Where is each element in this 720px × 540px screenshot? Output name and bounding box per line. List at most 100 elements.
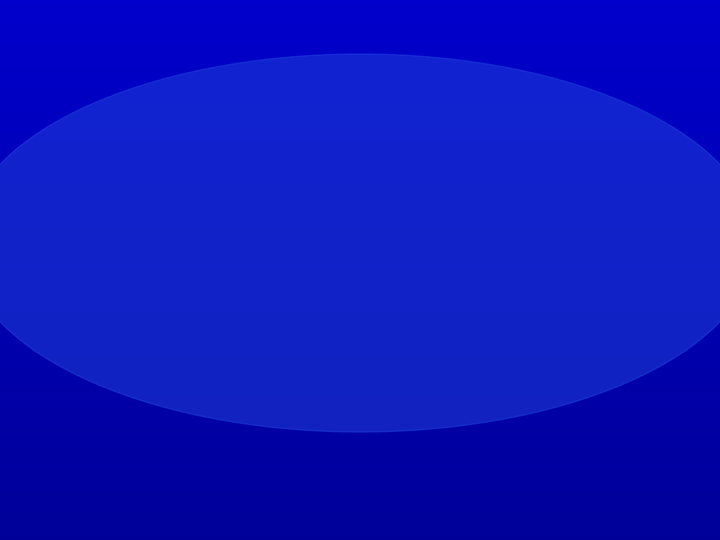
- Bar: [0, 478, 720, 481]
- Bar: [0, 173, 720, 176]
- Bar: [0, 429, 720, 432]
- Bar: [0, 51, 720, 54]
- Bar: [0, 70, 720, 73]
- Text: deci: deci: [423, 383, 468, 402]
- Bar: [0, 464, 720, 467]
- Bar: [0, 146, 720, 148]
- Bar: [0, 22, 720, 24]
- Bar: [0, 97, 720, 100]
- Bar: [0, 446, 720, 448]
- Bar: [0, 8, 720, 11]
- Bar: [0, 11, 720, 14]
- Bar: [0, 481, 720, 483]
- Bar: [0, 235, 720, 238]
- Bar: [0, 332, 720, 335]
- Bar: [0, 319, 720, 321]
- Text: – kilo: – kilo: [154, 225, 235, 253]
- Bar: [0, 40, 720, 43]
- Bar: [0, 489, 720, 491]
- Bar: [0, 62, 720, 65]
- Bar: [0, 343, 720, 346]
- Bar: [0, 211, 720, 213]
- Bar: [0, 205, 720, 208]
- Bar: [0, 35, 720, 38]
- Text: deca: deca: [266, 383, 318, 402]
- Bar: [0, 27, 720, 30]
- Bar: [0, 324, 720, 327]
- Bar: [0, 16, 720, 19]
- Bar: [0, 454, 720, 456]
- Text: gram: gram: [341, 401, 397, 420]
- Bar: [0, 14, 720, 16]
- Bar: [0, 135, 720, 138]
- Bar: [0, 243, 720, 246]
- Bar: [0, 262, 720, 265]
- Bar: [0, 486, 720, 489]
- Bar: [0, 516, 720, 518]
- Bar: [0, 248, 720, 251]
- Bar: [0, 470, 720, 472]
- Bar: [0, 443, 720, 445]
- Text: liter: liter: [346, 423, 392, 442]
- Bar: [0, 284, 720, 286]
- Bar: [0, 3, 720, 5]
- Bar: [0, 54, 720, 57]
- Bar: [0, 76, 720, 78]
- Bar: [0, 394, 720, 397]
- Bar: [0, 197, 720, 200]
- Bar: [0, 59, 720, 62]
- Bar: [0, 78, 720, 81]
- Bar: [0, 362, 720, 364]
- Bar: [0, 154, 720, 157]
- Bar: [0, 351, 720, 354]
- Bar: [0, 68, 720, 70]
- Text: Metric System: Metric System: [189, 94, 549, 137]
- Bar: [0, 111, 720, 113]
- Bar: [0, 162, 720, 165]
- Bar: [0, 89, 720, 92]
- Bar: [0, 316, 720, 319]
- Text: meter: meter: [336, 377, 402, 396]
- Bar: [0, 346, 720, 348]
- Bar: [0, 440, 720, 443]
- Text: most are:: most are:: [148, 192, 313, 221]
- Text: •  The three prefixes that we will use the: • The three prefixes that we will use th…: [118, 152, 720, 181]
- Bar: [0, 327, 720, 329]
- Bar: [0, 305, 720, 308]
- Bar: [0, 535, 720, 537]
- Bar: [0, 448, 720, 451]
- Text: Base
Units: Base Units: [345, 321, 393, 361]
- Bar: [0, 389, 720, 392]
- Bar: [0, 140, 720, 143]
- Bar: [0, 524, 720, 526]
- Bar: [0, 19, 720, 22]
- Bar: [0, 189, 720, 192]
- Bar: [0, 208, 720, 211]
- Bar: [0, 259, 720, 262]
- Bar: [0, 494, 720, 497]
- Bar: [0, 459, 720, 462]
- Bar: [0, 462, 720, 464]
- Bar: [0, 92, 720, 94]
- Bar: [0, 30, 720, 32]
- Bar: [0, 254, 720, 256]
- Bar: [0, 451, 720, 454]
- Bar: [0, 216, 720, 219]
- Bar: [0, 232, 720, 235]
- Bar: [0, 392, 720, 394]
- Text: kilo: kilo: [120, 383, 159, 402]
- Bar: [0, 383, 720, 386]
- Bar: [0, 184, 720, 186]
- Bar: [0, 292, 720, 294]
- Bar: [0, 230, 720, 232]
- Bar: [0, 159, 720, 162]
- Bar: [0, 46, 720, 49]
- Bar: [0, 500, 720, 502]
- Bar: [0, 278, 720, 281]
- Bar: [0, 202, 720, 205]
- Bar: [0, 329, 720, 332]
- Bar: [0, 256, 720, 259]
- Bar: [0, 518, 720, 521]
- Bar: [0, 340, 720, 343]
- Bar: [0, 49, 720, 51]
